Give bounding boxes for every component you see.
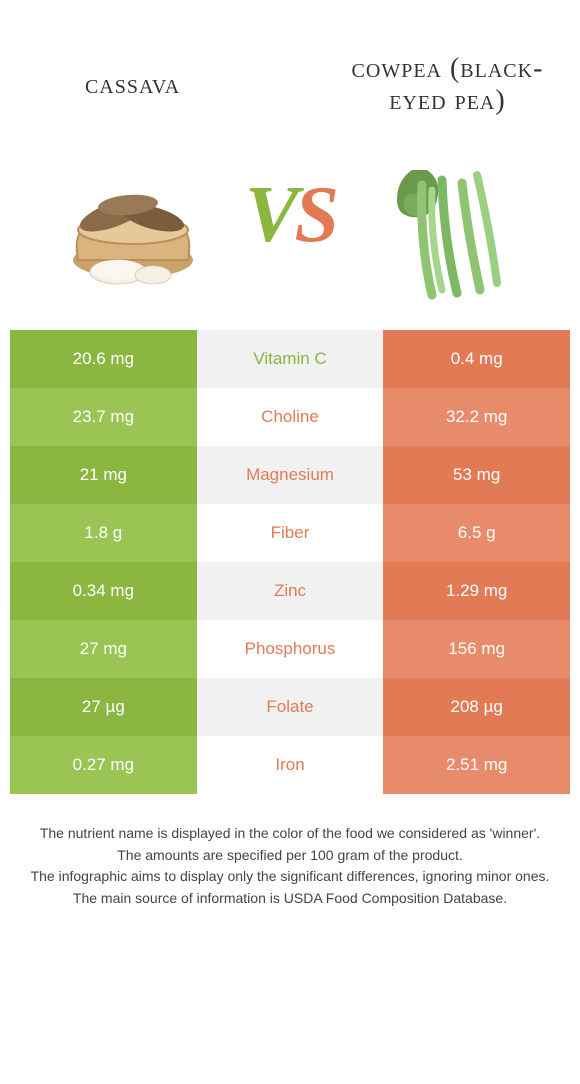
left-value: 27 µg xyxy=(10,678,197,736)
table-row: 27 mgPhosphorus156 mg xyxy=(10,620,570,678)
footnote-line: The main source of information is USDA F… xyxy=(20,889,560,909)
nutrient-name: Magnesium xyxy=(197,446,384,504)
table-row: 20.6 mgVitamin C0.4 mg xyxy=(10,330,570,388)
left-food-column: Cassava xyxy=(20,35,245,305)
left-value: 27 mg xyxy=(10,620,197,678)
right-value: 156 mg xyxy=(383,620,570,678)
cassava-illustration xyxy=(58,155,208,305)
right-value: 53 mg xyxy=(383,446,570,504)
right-value: 32.2 mg xyxy=(383,388,570,446)
right-value: 1.29 mg xyxy=(383,562,570,620)
left-food-title: Cassava xyxy=(85,35,180,135)
right-food-title: Cowpea (Black-Eyed Pea) xyxy=(335,35,560,135)
footnotes: The nutrient name is displayed in the co… xyxy=(20,824,560,908)
comparison-header: Cassava VS Cowpea (Black-Eyed Pea) xyxy=(0,0,580,320)
nutrient-name: Fiber xyxy=(197,504,384,562)
table-row: 21 mgMagnesium53 mg xyxy=(10,446,570,504)
left-value: 21 mg xyxy=(10,446,197,504)
nutrient-name: Choline xyxy=(197,388,384,446)
right-value: 6.5 g xyxy=(383,504,570,562)
nutrient-name: Zinc xyxy=(197,562,384,620)
table-row: 0.27 mgIron2.51 mg xyxy=(10,736,570,794)
right-value: 208 µg xyxy=(383,678,570,736)
nutrient-name: Vitamin C xyxy=(197,330,384,388)
table-row: 27 µgFolate208 µg xyxy=(10,678,570,736)
nutrient-name: Phosphorus xyxy=(197,620,384,678)
vs-s: S xyxy=(294,171,335,259)
left-value: 1.8 g xyxy=(10,504,197,562)
vs-v: V xyxy=(245,171,294,259)
vs-label: VS xyxy=(245,170,335,261)
left-value: 23.7 mg xyxy=(10,388,197,446)
table-row: 23.7 mgCholine32.2 mg xyxy=(10,388,570,446)
right-value: 2.51 mg xyxy=(383,736,570,794)
nutrient-name: Folate xyxy=(197,678,384,736)
footnote-line: The amounts are specified per 100 gram o… xyxy=(20,846,560,866)
left-value: 0.27 mg xyxy=(10,736,197,794)
right-value: 0.4 mg xyxy=(383,330,570,388)
nutrient-table: 20.6 mgVitamin C0.4 mg23.7 mgCholine32.2… xyxy=(10,330,570,794)
table-row: 0.34 mgZinc1.29 mg xyxy=(10,562,570,620)
cowpea-illustration xyxy=(372,155,522,305)
right-food-column: Cowpea (Black-Eyed Pea) xyxy=(335,35,560,305)
footnote-line: The nutrient name is displayed in the co… xyxy=(20,824,560,844)
footnote-line: The infographic aims to display only the… xyxy=(20,867,560,887)
table-row: 1.8 gFiber6.5 g xyxy=(10,504,570,562)
left-value: 0.34 mg xyxy=(10,562,197,620)
left-value: 20.6 mg xyxy=(10,330,197,388)
nutrient-name: Iron xyxy=(197,736,384,794)
